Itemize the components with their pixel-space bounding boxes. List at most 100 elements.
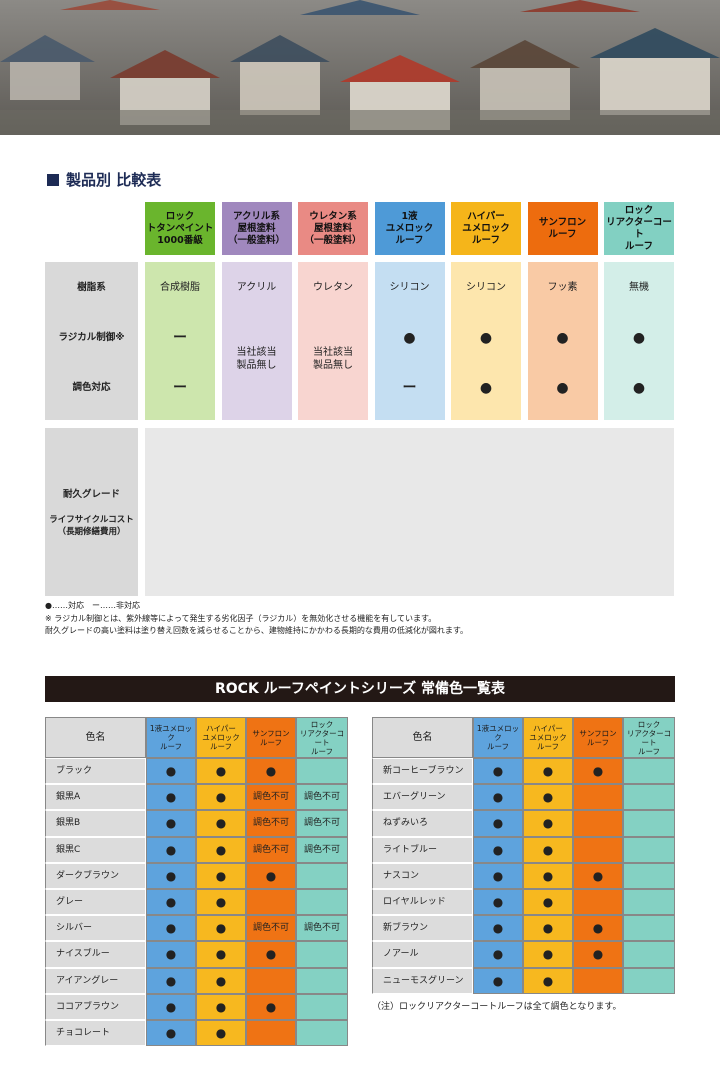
note: 耐久グレードの高い塗料は塗り替え回数を減らせることから、建物維持にかかわる長期的… [45, 626, 469, 635]
available-dot: ● [196, 784, 246, 811]
text-line: 1液 [401, 210, 418, 222]
list-cell [246, 967, 296, 994]
note: ※ ラジカル制御とは、紫外線等によって発生する劣化因子（ラジカル）を無効化させる… [45, 614, 437, 623]
available-dot: ● [146, 758, 196, 785]
text-line: ユメロック [202, 733, 240, 742]
available-dot: ● [196, 993, 246, 1020]
color-name: 銀黒B [45, 810, 146, 837]
color-name: ロイヤルレッド [372, 889, 473, 916]
list-cell [623, 941, 675, 968]
product-body [221, 262, 292, 420]
color-adjust: ● [556, 380, 569, 396]
section-title: 製品別 比較表 [66, 171, 162, 189]
not-adjustable: 調色不可 [296, 836, 348, 863]
list-title: ROCK ルーフペイントシリーズ 常備色一覧表 [45, 676, 675, 702]
text-line: リアクターコート [626, 728, 672, 747]
row-label: 樹脂系 [77, 282, 106, 293]
list-cell [573, 967, 623, 994]
available-dot: ● [573, 862, 623, 889]
available-dot: ● [146, 862, 196, 889]
text-line: アクリル系 [232, 210, 281, 222]
text-line: トタンペイント [146, 222, 214, 234]
available-dot: ● [523, 941, 573, 968]
text-line: ウレタン系 [309, 210, 357, 222]
list-header: ロック リアクターコート ルーフ [623, 717, 675, 758]
text-line: 1液ユメロック [149, 724, 193, 742]
text-line: 製品無し [313, 360, 353, 371]
list-note: （注）ロックリアクターコートルーフは全て調色となります。 [372, 1002, 622, 1012]
available-dot: ● [523, 915, 573, 942]
text-line: ハイパー [533, 724, 563, 733]
list-cell [296, 993, 348, 1020]
available-dot: ● [196, 941, 246, 968]
available-dot: ● [523, 784, 573, 811]
available-dot: ● [523, 836, 573, 863]
text-line: （一般塗料） [227, 234, 285, 246]
resin: 合成樹脂 [160, 282, 200, 293]
list-cell [623, 915, 675, 942]
available-dot: ● [573, 941, 623, 968]
list-header: 色名 [372, 717, 473, 758]
text-line: ルーフ [586, 737, 610, 747]
list-header: ロック リアクターコート ルーフ [296, 717, 348, 758]
text-line: リアクターコート [606, 216, 672, 240]
color-name: チョコレート [45, 1020, 146, 1047]
available-dot: ● [246, 993, 296, 1020]
text-line: ルーフ [625, 240, 653, 252]
text-line: ロック [165, 210, 195, 222]
text-line: ルーフ [472, 234, 500, 246]
list-cell [296, 967, 348, 994]
text-line: 製品無し [236, 360, 277, 371]
not-adjustable: 調色不可 [296, 784, 348, 811]
text-line: サンフロン [538, 216, 587, 228]
resin: 無機 [629, 282, 649, 293]
text-line: ルーフ [548, 228, 577, 240]
radical: ● [632, 330, 646, 346]
not-adjustable: 調色不可 [296, 810, 348, 837]
color-name: ココアブラウン [45, 993, 146, 1020]
available-dot: ● [473, 862, 523, 889]
roof-photo [0, 0, 720, 135]
available-dot: ● [146, 784, 196, 811]
available-dot: ● [523, 967, 573, 994]
unavailable: 当社該当 製品無し [222, 345, 292, 373]
resin: フッ素 [547, 282, 578, 293]
available-dot: ● [473, 810, 523, 837]
available-dot: ● [146, 810, 196, 837]
unavailable: 当社該当 製品無し [298, 345, 368, 373]
available-dot: ● [246, 941, 296, 968]
text-line: ルーフ [486, 742, 510, 751]
color-name: 新コーヒーブラウン [372, 758, 473, 785]
text-line: ユメロック [529, 733, 567, 742]
available-dot: ● [196, 967, 246, 994]
list-cell [296, 758, 348, 785]
not-adjustable: 調色不可 [246, 810, 296, 837]
color-adjust: ● [479, 380, 493, 396]
available-dot: ● [196, 915, 246, 942]
grade-label: 耐久グレード [62, 489, 120, 500]
color-adjust: ー [173, 380, 187, 396]
text-line: ルーフ [209, 742, 233, 751]
text-line: ハイパー [467, 210, 505, 222]
color-name: シルバー [45, 915, 146, 942]
list-header: 1液ユメロック ルーフ [473, 717, 523, 758]
list-cell [296, 889, 348, 916]
text-line: ロック [310, 719, 334, 729]
text-line: リアクターコート [299, 728, 345, 747]
available-dot: ● [146, 993, 196, 1020]
product-header: サンフロン ルーフ [527, 202, 598, 255]
available-dot: ● [146, 836, 196, 863]
resin: シリコン [389, 282, 430, 293]
available-dot: ● [573, 915, 623, 942]
product-body [298, 262, 368, 420]
color-name: エバーグリーン [372, 784, 473, 811]
product-header: ロック トタンペイント 1000番級 [145, 202, 215, 255]
list-cell [623, 862, 675, 889]
not-adjustable: 調色不可 [246, 915, 296, 942]
list-cell [573, 784, 623, 811]
available-dot: ● [523, 758, 573, 785]
list-cell [623, 967, 675, 994]
available-dot: ● [146, 967, 196, 994]
list-cell [573, 836, 623, 863]
